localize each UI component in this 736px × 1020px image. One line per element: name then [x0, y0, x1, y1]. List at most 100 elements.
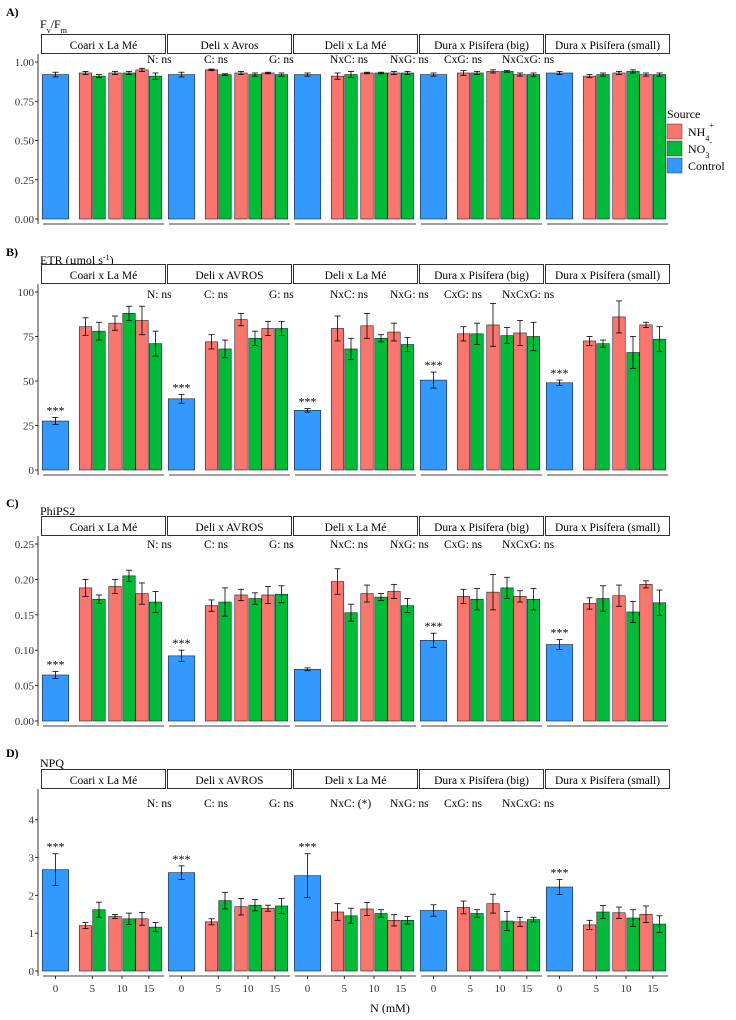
significance-label: ***: [47, 657, 65, 671]
bar: [486, 71, 500, 220]
bar: [360, 593, 374, 722]
x-tick-label: 0: [53, 983, 59, 995]
legend-label-sub: 4: [705, 134, 709, 143]
bar: [400, 605, 415, 722]
significance-label: ***: [551, 366, 569, 380]
significance-label: ***: [299, 395, 317, 409]
y-axis-title-sub: v: [47, 26, 51, 35]
facet-strip-label: Deli x AVROS: [195, 270, 263, 282]
y-tick-label: 25: [23, 421, 35, 433]
significance-label: ***: [47, 403, 65, 417]
facet-strip-label: Dura x Pisífera (big): [434, 270, 529, 282]
x-tick-label: 5: [594, 983, 600, 995]
stat-label: NxC: ns: [330, 289, 369, 301]
bar: [526, 919, 541, 972]
bar: [652, 338, 667, 471]
bar: [92, 330, 106, 471]
facet-strip: [419, 264, 544, 284]
y-tick-label: 0.75: [15, 96, 35, 108]
bar: [344, 348, 358, 471]
facet-strip: [293, 264, 418, 284]
panel-c: C) PhiPS2 0.00 0.05 0.10 0.15 0.20 0.25 Coari x …: [6, 496, 670, 728]
bar: [92, 909, 106, 972]
stat-label: NxG: ns: [390, 289, 429, 301]
bar: [387, 72, 401, 220]
facet-strip-label: Coari x La Mé: [70, 40, 137, 52]
y-axis-title-sub: m: [61, 26, 68, 35]
bar: [513, 332, 527, 471]
facet-strip: [293, 34, 418, 54]
bar: [148, 75, 163, 220]
bar: [108, 586, 122, 722]
panel-label: B): [6, 245, 18, 259]
legend-label-sub: 3: [705, 151, 709, 160]
bar: [639, 324, 653, 471]
bar: [261, 594, 275, 722]
panel-a: A) Fv/Fm 0.00 0.25 0.50 0.75 1.00 Coari x La Mé…: [6, 5, 670, 226]
bar: [612, 72, 626, 220]
bar: [456, 907, 471, 972]
facet-strip-label: Dura x Pisífera (small): [555, 522, 660, 534]
facet-strip: [167, 264, 292, 284]
bar: [330, 911, 345, 972]
bar: [218, 900, 232, 972]
significance-label: ***: [299, 840, 317, 854]
bar: [639, 74, 653, 220]
facet: Coari x La Mé *** 0 5 10 15: [41, 769, 166, 995]
stat-label: NxG: ns: [390, 54, 429, 66]
y-axis-title-part: ETR (µmol s: [40, 253, 103, 267]
bar: [596, 598, 610, 722]
y-tick-label: 1.00: [15, 57, 35, 69]
facet-strip: [545, 34, 670, 54]
y-tick-label: 2: [29, 890, 35, 902]
bar: [626, 71, 640, 220]
x-tick-label: 10: [369, 983, 381, 995]
facet: Deli x Avros: [167, 34, 292, 225]
facet: Dura x Pisífera (small) *** 0 5 10 15: [545, 769, 670, 995]
facet-strip-label: Deli x La Mé: [325, 775, 387, 787]
stat-label: NxC: (*): [330, 798, 371, 810]
bar: [513, 74, 527, 220]
y-tick-label: 50: [23, 376, 35, 388]
bar: [78, 326, 93, 471]
facet: Deli x AVROS ***: [167, 516, 292, 727]
bar: [419, 910, 448, 972]
stat-label: G: ns: [269, 54, 294, 66]
y-tick-label: 0: [29, 966, 35, 978]
bar: [526, 336, 541, 471]
bar: [78, 72, 93, 220]
stat-label: N: ns: [147, 54, 172, 66]
facet-strip: [167, 769, 292, 789]
x-axis-title: N (mM): [370, 1001, 410, 1015]
stat-label: NxCxG: ns: [502, 539, 555, 551]
facet: Dura x Pisífera (small) ***: [545, 516, 670, 727]
significance-label: ***: [173, 636, 191, 650]
legend-swatch: [666, 123, 683, 140]
bar: [108, 72, 122, 220]
stat-label: NxG: ns: [390, 539, 429, 551]
stat-label: C: ns: [204, 289, 228, 301]
bar: [360, 908, 374, 972]
bar: [234, 906, 248, 972]
y-tick-label: 0: [29, 465, 35, 477]
bar: [204, 605, 219, 722]
legend-label: Control: [688, 159, 725, 173]
bar: [204, 69, 219, 220]
bar: [387, 331, 401, 471]
y-axis-title: PhiPS2: [40, 504, 75, 518]
bar: [456, 333, 471, 471]
facet-strip-label: Dura x Pisífera (big): [434, 775, 529, 787]
panel-label: A): [6, 5, 19, 19]
stat-label: NxCxG: ns: [502, 54, 555, 66]
facet-strip: [545, 516, 670, 536]
x-tick-label: 5: [342, 983, 348, 995]
bar: [545, 886, 574, 972]
stat-label: CxG: ns: [444, 54, 483, 66]
legend-label-sup: +: [709, 121, 714, 130]
bar: [470, 598, 484, 722]
bar: [612, 595, 626, 722]
bar: [582, 603, 597, 722]
legend-label: NO3-: [688, 138, 712, 160]
facet: Dura x Pisífera (big) ***: [419, 264, 544, 476]
